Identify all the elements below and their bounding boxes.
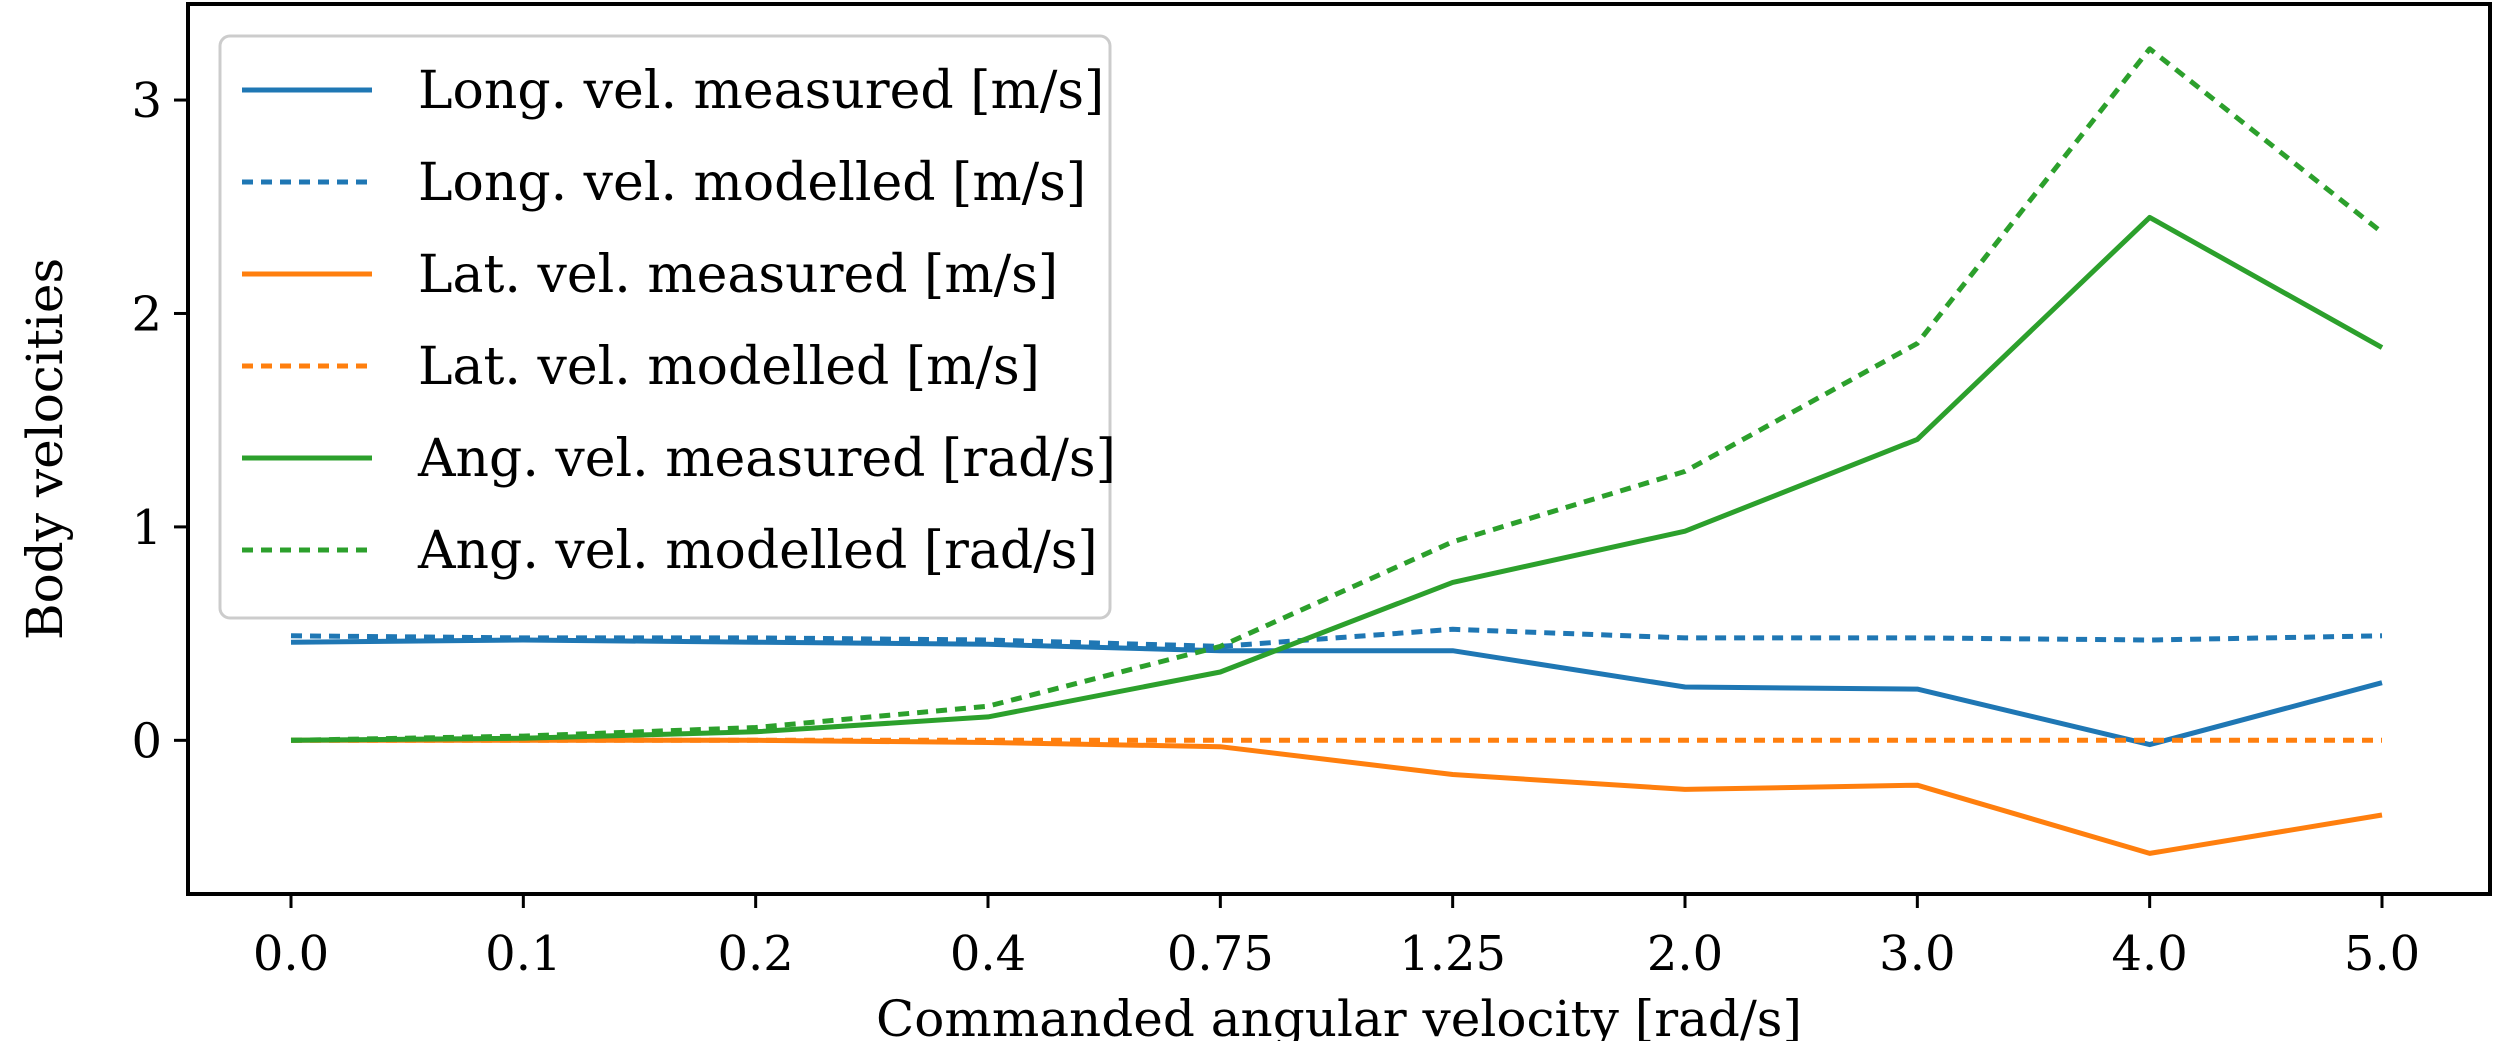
legend-label: Lat. vel. modelled [m/s] [418,337,1040,397]
x-axis-ticks: 0.0 0.1 0.2 0.4 0.75 1.25 2.0 3.0 4.0 5.0 [253,894,2420,982]
series-line-6 [290,46,2384,743]
x-tick-label: 0.0 [253,926,329,982]
legend-label: Long. vel. measured [m/s] [418,61,1104,121]
legend-label: Ang. vel. modelled [rad/s] [417,521,1098,581]
y-axis-ticks: 0 1 2 3 [131,73,188,769]
y-tick-label: 1 [131,500,162,556]
x-tick-label: 4.0 [2111,926,2187,982]
series-line-5 [290,214,2384,743]
series-lines [290,46,2384,856]
x-tick-label: 5.0 [2344,926,2420,982]
y-tick-label: 0 [131,713,162,769]
x-tick-label: 3.0 [1879,926,1955,982]
legend-label: Long. vel. modelled [m/s] [418,153,1086,213]
y-axis-label: Body velocities [16,258,74,640]
legend: Long. vel. measured [m/s] Long. vel. mode… [218,34,1116,620]
x-tick-label: 1.25 [1399,926,1506,982]
legend-box [218,34,1112,620]
x-tick-label: 0.75 [1167,926,1274,982]
series-line-1 [290,637,2383,748]
legend-label: Ang. vel. measured [rad/s] [417,429,1116,489]
x-axis-label: Commanded angular velocity [rad/s] [876,990,1802,1041]
y-tick-label: 3 [131,73,162,129]
series-line-3 [291,737,2383,856]
x-tick-label: 2.0 [1647,926,1723,982]
legend-label: Lat. vel. measured [m/s] [418,245,1058,305]
series-line-2 [290,626,2383,649]
x-tick-label: 0.2 [717,926,793,982]
plot-area-frame [186,2,2492,896]
y-tick-label: 2 [131,286,162,342]
x-tick-label: 0.4 [950,926,1026,982]
x-tick-label: 0.1 [485,926,561,982]
